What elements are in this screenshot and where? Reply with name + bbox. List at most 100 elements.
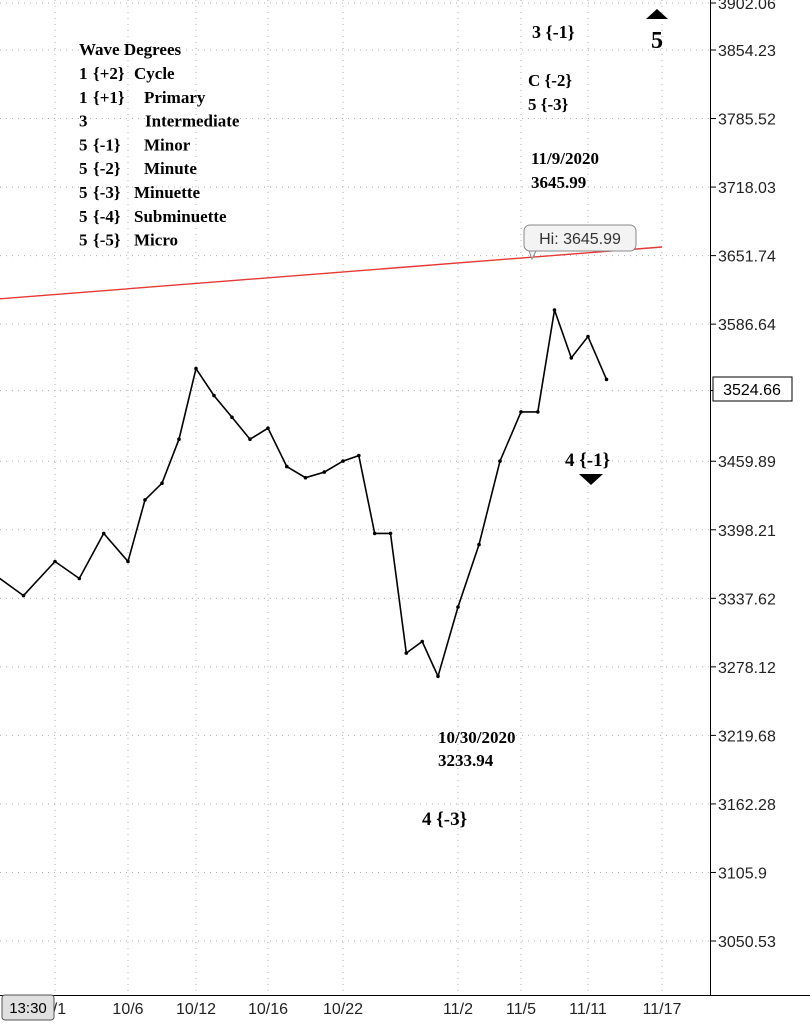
legend-title: Wave Degrees (79, 40, 182, 59)
price-point (266, 426, 270, 431)
price-point (101, 531, 106, 536)
wave-degree-legend: Wave Degrees 1 {+2} Cycle 1 {+1} Primary 3 Inte… (79, 40, 240, 250)
hi-callout: Hi: 3645.99 (523, 224, 637, 261)
price-point (420, 639, 425, 644)
price-point (322, 470, 327, 474)
legend-name: Minor (144, 135, 191, 154)
price-point (53, 559, 57, 564)
legend-number: 5 (79, 207, 88, 226)
price-point (404, 651, 409, 655)
y-tick-label: 3105.9 (718, 865, 767, 882)
wave-label-4-minuette: 4 {-3} (422, 809, 467, 830)
x-axis-panel (0, 995, 810, 1024)
hi-label: Hi: 3645.99 (539, 231, 621, 248)
price-series-line (0, 309, 608, 679)
x-axis-ticks: 0/1 10/6 10/12 10/16 10/22 11/2 11/5 11/11 11/17 (44, 1001, 682, 1018)
legend-degree: {-3} (93, 183, 121, 202)
x-tick-label: 10/22 (323, 1001, 363, 1018)
wave-label-c-minute: C {-2} (528, 71, 572, 90)
price-point (194, 366, 198, 371)
legend-degree: {-5} (93, 231, 121, 250)
price-point (126, 559, 130, 564)
down-arrow-icon (579, 474, 603, 485)
legend-degree: {-1} (93, 135, 121, 154)
legend-degree: {-4} (93, 207, 121, 226)
high-value-label: 3645.99 (531, 173, 586, 192)
trendline (0, 246, 663, 300)
x-tick-label: 11/2 (443, 1001, 473, 1018)
price-point (21, 593, 26, 598)
time-label: 13:30 (9, 1000, 47, 1017)
y-tick-label: 3219.68 (718, 728, 776, 745)
legend-degree: {+1} (93, 88, 125, 107)
legend-number: 5 (79, 183, 88, 202)
x-tick-label: 11/17 (643, 1001, 682, 1018)
legend-number: 3 (79, 112, 88, 131)
legend-number: 1 (79, 64, 88, 83)
price-point (341, 459, 345, 463)
low-date-label: 10/30/2020 (438, 728, 515, 747)
price-point (77, 576, 82, 581)
y-tick-label: 3162.28 (718, 797, 776, 814)
price-point (552, 308, 557, 312)
legend-name: Minute (144, 159, 197, 178)
y-tick-label: 3854.23 (718, 43, 776, 60)
y-axis-panel (710, 0, 810, 995)
y-tick-label: 3902.06 (718, 0, 776, 13)
legend-number: 5 (79, 135, 88, 154)
last-price-label: 3524.66 (723, 382, 781, 399)
y-tick-label: 3050.53 (718, 934, 776, 951)
legend-number: 1 (79, 88, 88, 107)
x-tick-label: 10/6 (112, 1001, 143, 1018)
wave-label-5-large: 5 (651, 28, 663, 54)
y-tick-label: 3651.74 (718, 249, 776, 266)
wave-label-3-minor: 3 {-1} (532, 22, 575, 42)
legend-name: Primary (144, 88, 206, 107)
legend-degree: {-2} (93, 159, 121, 178)
price-point (436, 674, 440, 679)
price-point (160, 481, 164, 486)
legend-number: 5 (79, 159, 88, 178)
y-tick-label: 3278.12 (718, 660, 776, 677)
legend-name: Subminuette (134, 207, 227, 226)
price-point (143, 498, 147, 502)
low-value-label: 3233.94 (438, 751, 494, 770)
price-point (586, 334, 590, 339)
x-tick-label: 10/16 (248, 1001, 288, 1018)
last-price-tag: 3524.66 (712, 376, 793, 402)
price-point (303, 475, 308, 480)
wave-label-5-minuette: 5 {-3} (528, 95, 569, 114)
price-point (477, 542, 481, 547)
legend-number: 5 (79, 231, 88, 250)
y-tick-label: 3586.64 (718, 317, 776, 334)
x-tick-label: 10/12 (176, 1001, 216, 1018)
legend-name: Intermediate (145, 112, 240, 131)
price-point (569, 356, 574, 360)
x-tick-label: 11/5 (506, 1001, 536, 1018)
price-point (388, 531, 393, 536)
price-point (519, 410, 523, 414)
x-tick-label: 11/11 (569, 1001, 607, 1018)
price-point (372, 531, 377, 536)
legend-degree: {+2} (93, 64, 125, 83)
up-arrow-icon (646, 9, 668, 19)
legend-name: Cycle (134, 64, 175, 83)
y-tick-label: 3398.21 (718, 523, 776, 540)
price-point (536, 410, 540, 414)
wave-label-4-minor: 4 {-1} (565, 450, 610, 471)
y-tick-label: 3785.52 (718, 112, 776, 129)
y-tick-label: 3337.62 (718, 591, 776, 608)
price-point (177, 437, 181, 442)
price-point (230, 415, 234, 420)
price-point (357, 453, 361, 458)
high-date-label: 11/9/2020 (531, 149, 599, 168)
y-axis-ticks: 3902.06 3854.23 3785.52 3718.03 3651.74 3586.… (710, 0, 776, 951)
price-point (456, 605, 460, 609)
price-point (604, 377, 609, 382)
y-tick-label: 3459.89 (718, 454, 776, 471)
price-point (248, 437, 252, 442)
y-tick-label: 3718.03 (718, 180, 776, 197)
legend-name: Minuette (134, 183, 201, 202)
